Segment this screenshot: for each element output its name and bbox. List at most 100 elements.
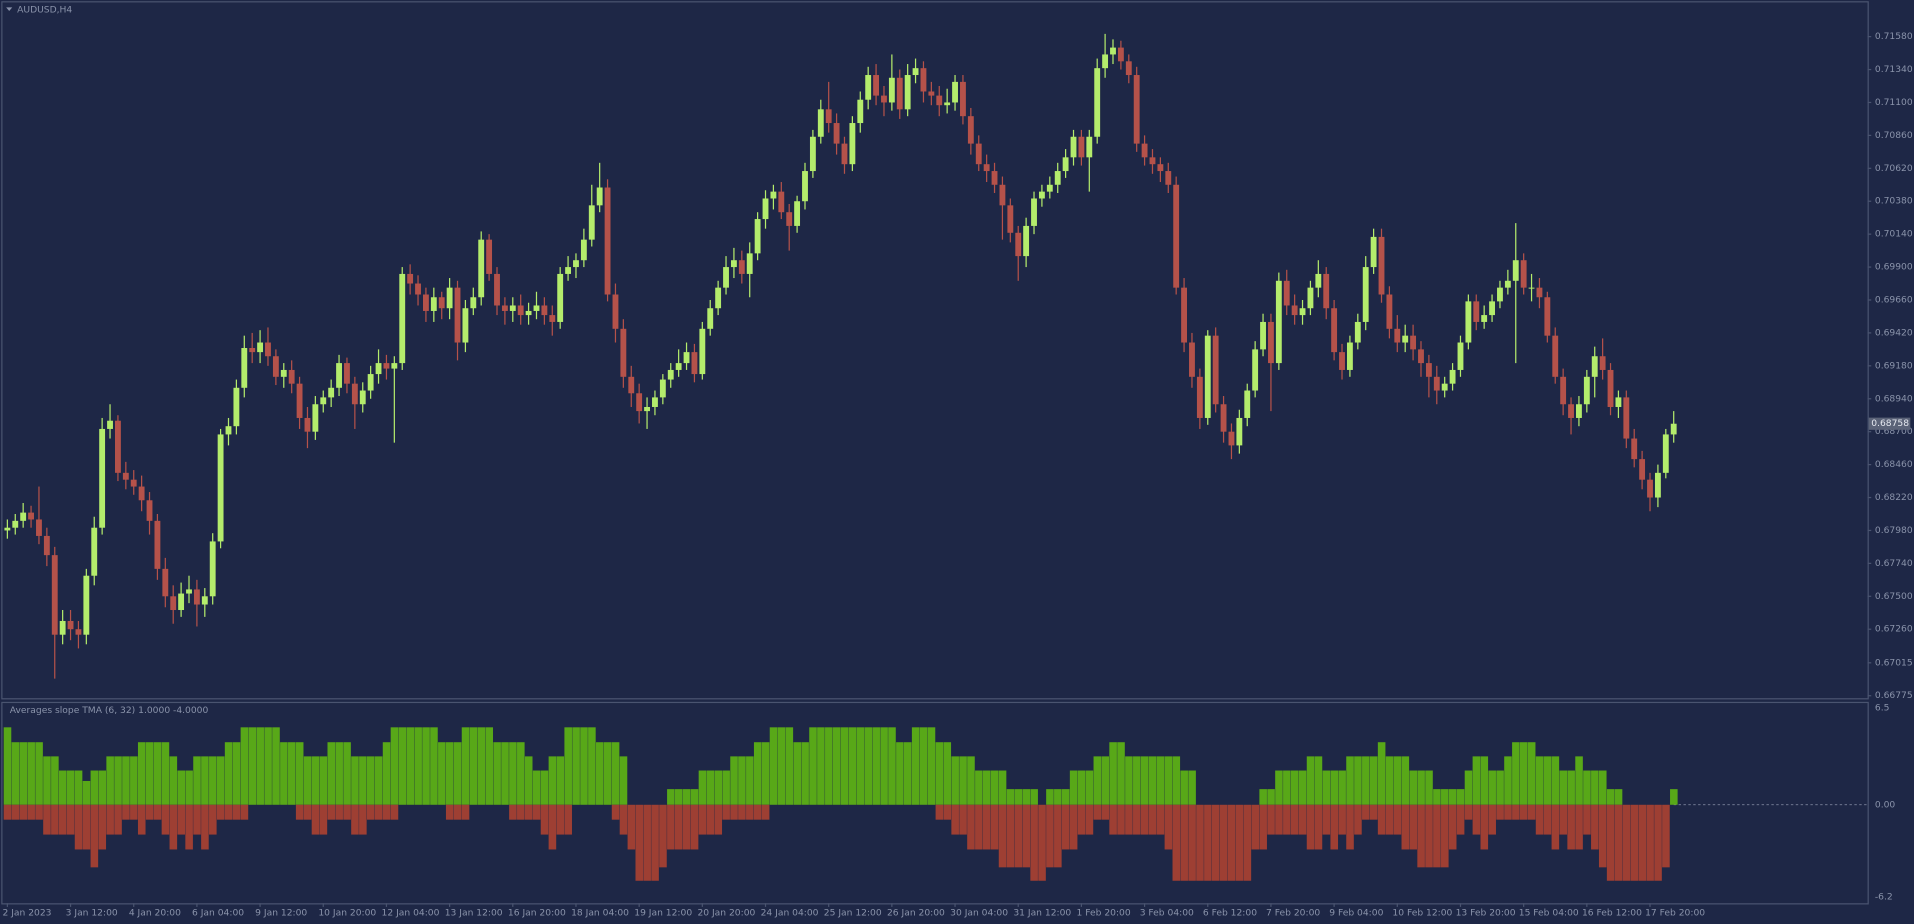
histogram-bar: [445, 804, 454, 820]
histogram-bar: [706, 804, 715, 835]
histogram-bar: [382, 742, 391, 805]
candle-body: [1291, 305, 1298, 316]
candle-body: [280, 369, 287, 377]
histogram-bar: [232, 742, 241, 805]
candle-body: [178, 593, 185, 611]
histogram-bar: [398, 727, 407, 805]
histogram-bar: [1188, 804, 1196, 881]
histogram-bar: [1140, 756, 1149, 805]
histogram-bar: [951, 804, 959, 835]
histogram-bar: [1646, 804, 1654, 881]
histogram-bar: [1369, 756, 1378, 805]
candle-body: [1323, 273, 1330, 309]
histogram-bar: [674, 804, 683, 850]
histogram-bar: [1598, 804, 1607, 868]
candle-body: [1591, 356, 1598, 377]
candle-body: [1117, 47, 1124, 62]
x-tick-label: 6 Jan 04:00: [192, 909, 244, 919]
histogram-bar: [1393, 804, 1402, 835]
histogram-bar: [982, 804, 991, 850]
candle-body: [952, 81, 958, 103]
candle-body: [36, 519, 42, 536]
histogram-bar: [82, 780, 91, 805]
candle-body: [1346, 342, 1353, 370]
histogram-bar: [1085, 770, 1094, 805]
histogram-bar: [1519, 742, 1528, 805]
candle-body: [1023, 225, 1030, 257]
histogram-bar: [19, 804, 28, 820]
histogram-bar: [603, 742, 612, 805]
histogram-bar: [114, 756, 122, 805]
histogram-bar: [1504, 804, 1512, 820]
histogram-bar: [1211, 804, 1220, 881]
candle-body: [509, 305, 516, 311]
histogram-bar: [706, 770, 715, 805]
candle-body: [1402, 335, 1409, 343]
y-tick-label: 0.68220: [1875, 493, 1913, 503]
window-menu-arrow[interactable]: [6, 7, 13, 11]
histogram-bar: [74, 770, 83, 805]
histogram-bar: [366, 756, 375, 805]
candle-body: [1173, 184, 1180, 288]
histogram-bar: [1401, 756, 1410, 805]
histogram-bar: [145, 804, 154, 820]
x-tick-label: 4 Jan 20:00: [129, 909, 181, 919]
histogram-bar: [1472, 756, 1481, 805]
candle-body: [936, 95, 943, 106]
histogram-bar: [343, 742, 351, 805]
candle-body: [1086, 136, 1093, 158]
histogram-bar: [1598, 770, 1607, 805]
candle-body: [620, 328, 627, 377]
histogram-bar: [98, 770, 107, 805]
histogram-bar: [1298, 804, 1307, 835]
histogram-bar: [1448, 789, 1457, 805]
histogram-bar: [177, 770, 186, 805]
histogram-bar: [730, 756, 738, 805]
histogram-bar: [1314, 756, 1323, 805]
candle-body: [446, 287, 453, 309]
candle-body: [75, 629, 82, 635]
y-tick-label: 0.70380: [1875, 197, 1913, 207]
histogram-bar: [66, 804, 75, 835]
histogram-bar: [1038, 804, 1046, 881]
histogram-bar: [3, 727, 12, 805]
candle-body: [28, 512, 34, 520]
histogram-bar: [295, 742, 304, 805]
candle-body: [83, 575, 90, 635]
x-tick-label: 3 Jan 12:00: [66, 909, 118, 919]
histogram-bar: [1346, 756, 1354, 805]
histogram-bar: [509, 804, 517, 820]
histogram-bar: [1583, 770, 1591, 805]
x-tick-label: 3 Feb 04:00: [1140, 909, 1194, 919]
candle-body: [1536, 287, 1543, 298]
histogram-bar: [1156, 756, 1165, 805]
histogram-bar: [366, 804, 375, 820]
y-tick-label: 0.00: [1875, 800, 1896, 810]
histogram-bar: [1512, 742, 1520, 805]
histogram-bar: [524, 756, 533, 805]
candle-body: [604, 187, 611, 295]
histogram-bar: [106, 804, 114, 835]
histogram-bar: [469, 727, 478, 805]
histogram-bar: [1156, 804, 1165, 835]
candle-body: [1181, 287, 1187, 343]
candle-body: [1378, 236, 1385, 295]
histogram-bar: [951, 756, 959, 805]
candle-body: [628, 376, 635, 394]
histogram-bar: [532, 804, 541, 820]
histogram-bar: [517, 742, 525, 805]
histogram-bar: [1575, 804, 1583, 850]
histogram-bar: [1425, 770, 1433, 805]
candle-body: [107, 420, 113, 429]
histogram-bar: [1030, 804, 1038, 881]
candle-body: [1433, 376, 1440, 391]
histogram-bar: [185, 804, 193, 850]
histogram-bar: [1654, 804, 1662, 881]
candle-body: [51, 555, 58, 635]
histogram-bar: [51, 804, 59, 835]
candle-body: [588, 205, 595, 240]
histogram-bar: [1093, 804, 1102, 820]
candle-body: [944, 102, 951, 106]
histogram-bar: [1330, 770, 1339, 805]
